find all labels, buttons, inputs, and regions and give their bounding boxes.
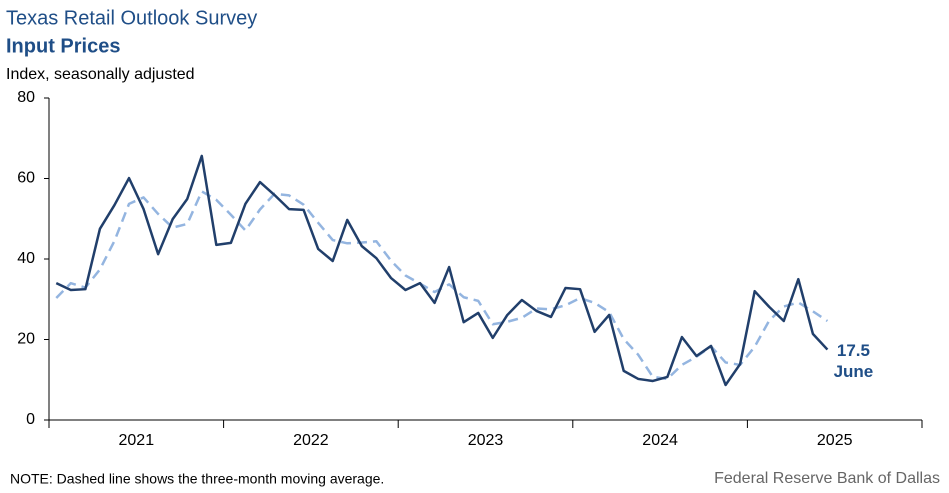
x-tick-label: 2025 <box>817 432 853 449</box>
y-axis-label: Index, seasonally adjusted <box>6 66 195 83</box>
x-tick-label: 2021 <box>119 432 155 449</box>
x-tick-label: 2022 <box>293 432 329 449</box>
y-tick-label: 0 <box>26 411 35 428</box>
y-tick-label: 60 <box>17 170 35 187</box>
chart-title: Texas Retail Outlook Survey <box>6 7 257 29</box>
note: NOTE: Dashed line shows the three-month … <box>10 471 384 487</box>
last-value-label: 17.5 <box>837 341 870 360</box>
x-tick-label: 2023 <box>468 432 504 449</box>
x-tick-label: 2024 <box>642 432 678 449</box>
y-tick-label: 40 <box>17 250 35 267</box>
series-line <box>55 154 829 387</box>
last-date-label: June <box>834 362 874 381</box>
source: Federal Reserve Bank of Dallas <box>714 470 940 487</box>
y-tick-label: 20 <box>17 331 35 348</box>
chart-subtitle: Input Prices <box>6 35 120 57</box>
y-tick-label: 80 <box>17 89 35 106</box>
